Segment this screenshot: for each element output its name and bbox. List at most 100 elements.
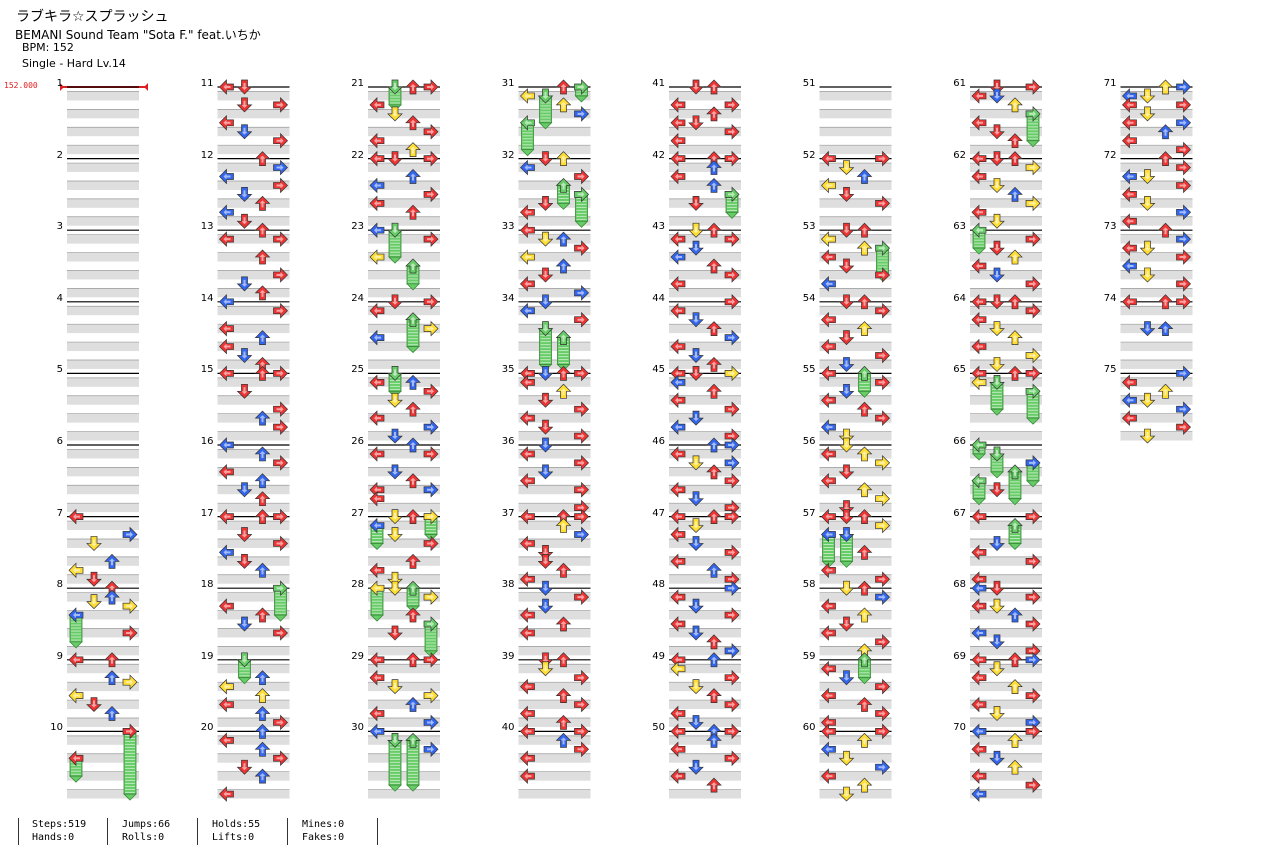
beat-band [1120, 216, 1193, 226]
arrow-note-right [724, 455, 740, 471]
arrow-note-right [574, 741, 589, 758]
beat-band [217, 163, 290, 173]
beat-band [970, 377, 1042, 387]
measure [669, 730, 741, 799]
arrow-note-up [405, 509, 421, 524]
arrow-note-right [423, 535, 439, 552]
hold-tail [538, 122, 553, 130]
beat-band [970, 288, 1042, 298]
arrow-note-left [520, 768, 535, 784]
beat-band [368, 735, 440, 745]
arrow-note-left [670, 97, 686, 113]
arrow-note-down [838, 357, 855, 372]
arrow-note-up [254, 285, 271, 301]
arrow-note-left [670, 768, 686, 784]
beat-band [970, 628, 1042, 638]
arrow-note-up [405, 204, 421, 220]
arrow-note-down [838, 330, 855, 346]
beat-band [67, 216, 139, 226]
arrow-note-down [1139, 169, 1156, 184]
beat-band [67, 145, 139, 155]
arrow-note-left [520, 88, 535, 104]
beat-band [970, 467, 1042, 477]
measure-number: 13 [200, 221, 214, 233]
beat-band [669, 288, 741, 298]
arrow-note-left [670, 589, 686, 605]
beat-band [819, 342, 892, 352]
arrow-note-left [821, 365, 836, 382]
beat-band [518, 91, 591, 101]
measure-number: 18 [200, 579, 214, 591]
arrow-note-left [520, 249, 535, 265]
arrow-note-left [520, 607, 535, 623]
arrow-note-down [688, 222, 704, 238]
beat-band [819, 628, 892, 638]
arrow-note-left [1122, 258, 1137, 274]
arrow-note-right [1025, 455, 1041, 471]
measure-number: 75 [1103, 364, 1117, 376]
arrow-note-down [989, 446, 1005, 462]
arrow-note-left [219, 293, 234, 310]
measure [67, 301, 139, 369]
beat-band [217, 664, 290, 674]
beat-band [217, 413, 290, 423]
beat-band [970, 145, 1042, 155]
beat-band [368, 252, 440, 262]
arrow-note-down [387, 392, 403, 408]
arrow-note-right [724, 472, 740, 489]
arrow-note-right [1025, 553, 1041, 570]
arrow-note-up [555, 562, 572, 578]
arrow-note-right [122, 674, 138, 691]
beat-band [970, 717, 1042, 727]
arrow-note-left [971, 696, 987, 713]
arrow-note-right [1176, 249, 1191, 265]
measure-number: 23 [351, 221, 364, 233]
beat-band [1120, 342, 1193, 352]
beat-band [970, 198, 1042, 208]
beat-band [819, 145, 892, 155]
arrow-note-right [724, 186, 740, 203]
arrow-note-right [423, 687, 439, 704]
measure [819, 515, 892, 584]
arrow-note-up [1007, 330, 1023, 345]
arrow-note-up [1157, 79, 1174, 95]
measure-number: 58 [802, 579, 816, 591]
measure [669, 86, 741, 155]
hold-tail [857, 677, 872, 685]
arrow-note-down [989, 213, 1005, 229]
beat-band [518, 521, 591, 531]
hold-tail [406, 346, 420, 354]
beat-band [819, 306, 892, 316]
beat-band [518, 467, 591, 477]
arrow-note-right [1025, 106, 1041, 122]
arrow-note-down [688, 759, 704, 775]
arrow-note-up [555, 97, 572, 113]
arrow-note-down [838, 258, 855, 274]
arrow-note-left [219, 231, 234, 247]
measure-number: 5 [56, 364, 63, 376]
beat-band [368, 216, 440, 226]
measure [518, 444, 591, 513]
beat-band [970, 538, 1042, 548]
beat-band [518, 306, 591, 316]
beat-band [819, 682, 892, 692]
arrow-note-down [989, 79, 1005, 95]
arrow-note-right [1025, 365, 1041, 382]
beat-band [368, 628, 440, 638]
stat-mines: Mines:0 [302, 819, 345, 830]
arrow-note-left [68, 607, 84, 623]
beat-band [368, 574, 440, 584]
arrow-note-right [1025, 777, 1041, 793]
arrow-note-up [1157, 151, 1174, 166]
arrow-note-right [273, 97, 288, 113]
arrow-note-left [971, 311, 987, 328]
arrow-note-left [520, 204, 535, 221]
arrow-note-down [537, 267, 554, 283]
hold-tail [972, 247, 986, 255]
beat-band [970, 127, 1042, 137]
measure-number: 10 [50, 722, 63, 734]
beat-band [819, 538, 892, 548]
arrow-note-up [856, 544, 873, 560]
beat-band [217, 252, 290, 262]
arrow-note-down [989, 178, 1005, 193]
